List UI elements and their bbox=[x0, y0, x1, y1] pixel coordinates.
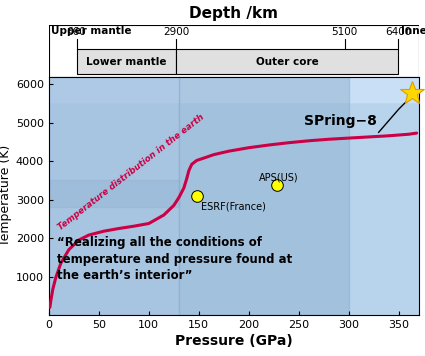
Text: APS(US): APS(US) bbox=[259, 173, 298, 183]
Text: 5100: 5100 bbox=[332, 27, 358, 37]
Text: Upper mantle: Upper mantle bbox=[51, 26, 131, 36]
Text: 2900: 2900 bbox=[163, 27, 190, 37]
Text: Depth /km: Depth /km bbox=[189, 6, 278, 21]
Text: ESRF(France): ESRF(France) bbox=[201, 202, 266, 212]
Point bbox=[193, 193, 200, 199]
Text: Lower mantle: Lower mantle bbox=[86, 57, 167, 67]
Text: Outer core: Outer core bbox=[256, 57, 319, 67]
Bar bbox=[49, 77, 179, 315]
Text: Inner core: Inner core bbox=[401, 26, 425, 36]
Text: Temperature distribution in the earth: Temperature distribution in the earth bbox=[56, 113, 206, 232]
Text: 6400: 6400 bbox=[385, 27, 411, 37]
FancyBboxPatch shape bbox=[176, 49, 398, 74]
Y-axis label: Temperature (K): Temperature (K) bbox=[0, 145, 12, 246]
Text: “Realizing all the conditions of
temperature and pressure found at
the earth’s i: “Realizing all the conditions of tempera… bbox=[57, 236, 292, 282]
Bar bbox=[49, 77, 419, 101]
Bar bbox=[49, 180, 179, 207]
FancyBboxPatch shape bbox=[76, 49, 176, 74]
Text: 660: 660 bbox=[67, 27, 86, 37]
Point bbox=[273, 182, 280, 188]
Text: SPring−8: SPring−8 bbox=[304, 114, 377, 128]
X-axis label: Pressure (GPa): Pressure (GPa) bbox=[175, 334, 293, 348]
Bar bbox=[179, 77, 348, 315]
